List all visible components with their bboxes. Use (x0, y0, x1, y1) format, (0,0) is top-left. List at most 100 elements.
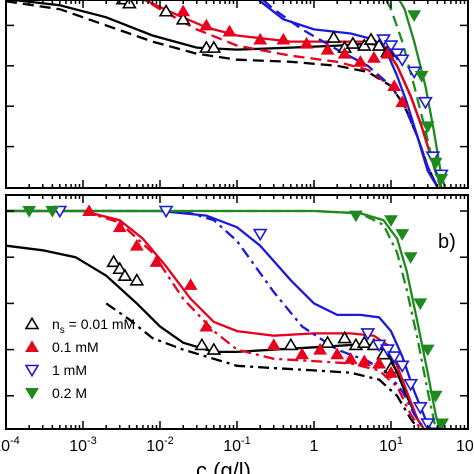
panel-a-curve-3 (142, 0, 439, 188)
panel-a-data-point (420, 121, 435, 134)
panel-a-data-point (428, 157, 443, 170)
panel-a-data-point (158, 3, 174, 17)
panel-b-data-point (252, 228, 268, 242)
panel-b-data-point (199, 319, 214, 332)
panel-a-data-point (371, 38, 387, 51)
panel-a-data-point (175, 12, 191, 25)
panel-b-data-point (266, 338, 281, 350)
panel-b-data-point (158, 205, 174, 219)
panel-a-data-point (389, 48, 405, 61)
panel-b-data-point (106, 254, 122, 268)
panel-b-data-point (112, 261, 128, 275)
panel-b-data-point (313, 342, 327, 355)
panel-b-data-point (360, 328, 376, 341)
x-tick-label: 10-2 (146, 435, 174, 455)
panel-b-curve-2 (6, 209, 426, 429)
panel-a-data-point (434, 173, 449, 186)
panel-b-data-point (403, 378, 419, 392)
x-tick-label: 101 (379, 435, 403, 455)
panel-a-data-point (222, 24, 237, 37)
panel-b-data-point (343, 352, 358, 364)
panel-b (6, 204, 449, 429)
panel-a-data-point (276, 32, 291, 45)
panel-a-data-point (176, 4, 191, 17)
panel-b-data-point (330, 347, 345, 360)
panel-b-data-point (194, 337, 210, 351)
panel-a-data-point (367, 51, 381, 63)
panel-a-data-point (380, 46, 395, 59)
panel-b-data-point (384, 215, 398, 227)
x-tick-label: 1 (310, 438, 319, 455)
panel-b-data-point (349, 210, 363, 223)
panel-a-curve-4 (257, 0, 439, 188)
panel-b-curve-5 (182, 209, 426, 429)
x-tick-labels: 10-4 10-3 10-2 10-1 1 101 102 (0, 435, 474, 455)
panel-a-data-point (299, 36, 314, 49)
legend: ns = 0.01 mM 0.1 mM 1 mM 0.2 M (24, 316, 135, 401)
panel-b-data-point (413, 298, 428, 311)
panel-b-data-point (82, 204, 96, 216)
panel-b-data-point (386, 351, 402, 364)
x-tick-label: 10-4 (0, 435, 20, 455)
panel-a-curve-7 (385, 0, 442, 188)
panel-b-data-point (283, 337, 299, 351)
panel-b-data-point (394, 360, 410, 374)
panel-b-data-point (183, 278, 198, 290)
panel-a-data-point (363, 32, 379, 45)
x-tick-label: 10-3 (69, 435, 97, 455)
panel-a-data-point (418, 96, 433, 110)
panel-b-data-point (320, 335, 335, 348)
panel-a-data-point (326, 30, 342, 43)
panel-a-data-point (383, 40, 399, 53)
panel-b-data-point (356, 335, 372, 348)
x-axis-label: c (g/l) (196, 458, 251, 474)
legend-marker (25, 340, 39, 352)
x-tick-label: 102 (456, 435, 474, 455)
panel-a-data-point (425, 151, 441, 164)
legend-marker (25, 388, 39, 400)
panel-b-data-point (420, 344, 435, 357)
panel-b-data-point (412, 402, 428, 415)
panel-a-data-point (206, 40, 222, 53)
axes (5, 0, 469, 430)
panel-a-data-point (387, 79, 402, 91)
panel-a-data-point (320, 42, 335, 55)
panel-a-curve-0 (6, 0, 443, 188)
panel-b-data-point (337, 330, 353, 344)
panel-b-data-point (295, 347, 309, 360)
panel-a (6, 0, 449, 188)
panel-a-data-point (376, 34, 391, 47)
panel-a-curve-2 (141, 0, 443, 188)
panel-b-data-point (372, 356, 386, 369)
panel-a-data-point (337, 46, 352, 59)
panel-b-data-point (45, 206, 60, 218)
panel-a-frame (5, 0, 469, 189)
legend-marker (24, 364, 40, 378)
x-tick-label: 10-1 (223, 435, 251, 455)
panel-b-curve-1 (105, 302, 421, 429)
panel-a-data-point (353, 55, 368, 67)
legend-label: 1 mM (52, 362, 87, 378)
panel-b-data-point (149, 255, 164, 267)
panel-b-data-point (117, 268, 133, 281)
panel-b-data-point (129, 273, 145, 286)
panel-a-data-point (394, 54, 410, 68)
panel-a-data-point (356, 38, 372, 51)
panel-b-data-point (384, 366, 398, 378)
panel-a-data-point (395, 95, 410, 108)
panel-a-data-point (345, 36, 361, 49)
legend-label: 0.1 mM (52, 339, 99, 355)
panel-b-data-point (129, 238, 144, 251)
panel-b-data-point (403, 252, 418, 264)
panel-b-data-point (206, 342, 222, 355)
panel-a-data-point (253, 32, 268, 45)
panel-b-data-point (395, 229, 410, 241)
panel-a-data-point (407, 10, 422, 22)
panel-b-data-point (428, 390, 443, 403)
panel-b-curve-3 (82, 209, 423, 429)
panel-b-data-point (112, 220, 127, 233)
panel-a-data-point (414, 70, 429, 83)
legend-marker (24, 316, 40, 330)
panel-b-data-point (357, 354, 372, 367)
